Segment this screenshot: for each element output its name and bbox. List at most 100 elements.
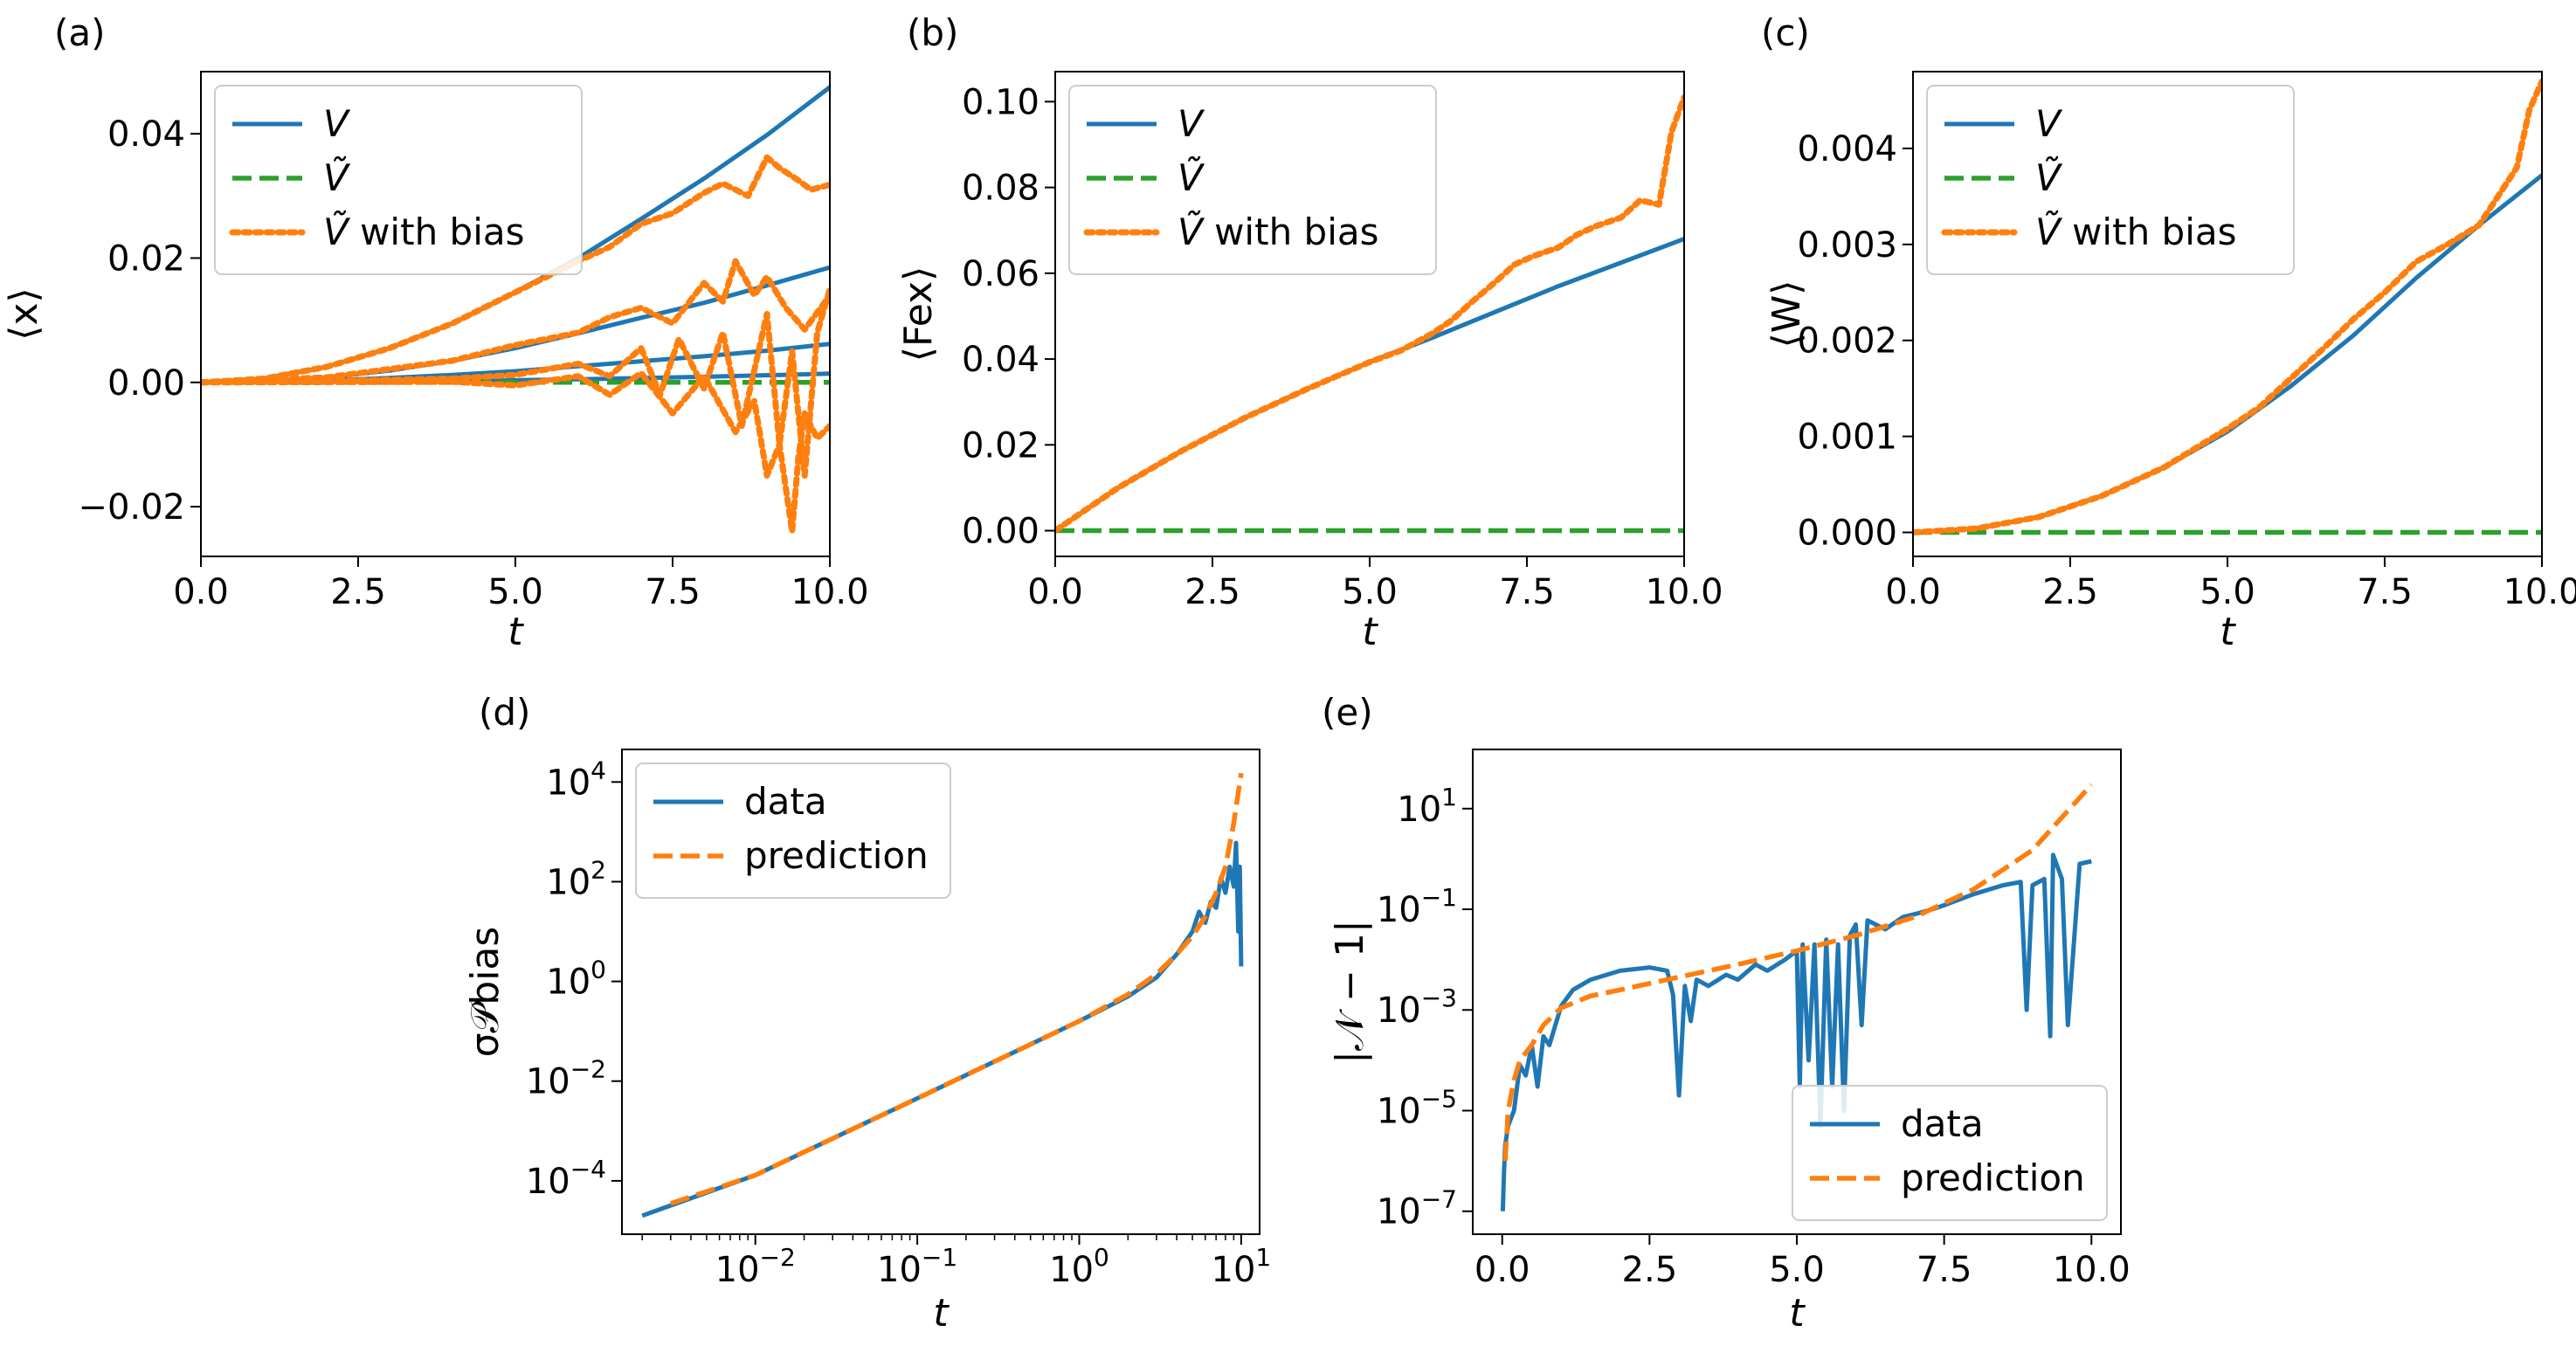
x-tick-label: 7.5 xyxy=(2357,572,2413,612)
series-data-0 xyxy=(641,840,1244,1218)
series-prediction-1 xyxy=(669,772,1244,1206)
legend-label: data xyxy=(744,780,827,823)
legend-box xyxy=(1068,85,1437,275)
x-tick-label: 7.5 xyxy=(1916,1250,1972,1290)
plot-area xyxy=(1913,78,2542,535)
legend-label: Ṽ with bias xyxy=(323,210,525,253)
panel-label-a: (a) xyxy=(54,11,106,54)
x-axis-label: t xyxy=(1362,610,1378,654)
y-tick-label: 0.02 xyxy=(107,238,185,279)
y-axis-label: σ𝒫bias xyxy=(463,927,508,1058)
y-tick-label: 0.04 xyxy=(962,340,1039,380)
legend-label: V xyxy=(2035,102,2063,145)
x-tick-label: 5.0 xyxy=(487,572,543,612)
legend-label: prediction xyxy=(744,834,929,877)
x-tick-label: 2.5 xyxy=(1622,1250,1678,1290)
y-axis-label: ⟨Fex⟩ xyxy=(896,266,941,362)
series-line xyxy=(669,772,1244,1206)
x-tick-label: 0.0 xyxy=(1027,572,1083,612)
series-line xyxy=(1913,78,2542,535)
x-axis-label: t xyxy=(508,610,524,654)
x-tick-label: 2.5 xyxy=(1184,572,1240,612)
x-tick-label: 0.0 xyxy=(1885,572,1941,612)
x-tick-label: 10−1 xyxy=(877,1243,957,1290)
legend-label: Ṽ with bias xyxy=(1178,210,1379,253)
series-prediction-1 xyxy=(1502,783,2094,1162)
y-tick-label: 10−3 xyxy=(1377,984,1457,1031)
x-tick-label: 7.5 xyxy=(1499,572,1555,612)
x-tick-label: 0.0 xyxy=(1474,1250,1530,1290)
y-tick-label: 0.000 xyxy=(1797,514,1897,554)
x-axis-label: t xyxy=(933,1291,950,1336)
legend: VṼ Ṽ with bias xyxy=(1926,85,2295,275)
legend-box xyxy=(214,85,583,275)
legend-label: prediction xyxy=(1901,1156,2085,1199)
y-tick-label: 0.04 xyxy=(107,114,185,155)
plot-area xyxy=(201,85,830,535)
y-axis-label: ⟨x⟩ xyxy=(2,287,46,340)
series--with-bias-2 xyxy=(201,154,830,535)
y-tick-label: 0.002 xyxy=(1797,321,1897,362)
legend-label: data xyxy=(1901,1102,1984,1145)
chart-panel-c: 0.0 2.5 5.0 7.5 10.0 0.000 0.001 0.002 0.003 0.00… xyxy=(1765,71,2576,654)
x-tick-label: 5.0 xyxy=(2200,572,2255,612)
series--with-bias-2 xyxy=(1055,94,1684,534)
series-line xyxy=(201,258,830,386)
y-tick-label: 102 xyxy=(546,855,606,902)
y-tick-label: 0.004 xyxy=(1797,129,1897,169)
x-tick-label: 0.0 xyxy=(173,572,229,612)
x-tick-label: 5.0 xyxy=(1769,1250,1825,1290)
x-axis-label: t xyxy=(2220,610,2236,654)
series-line xyxy=(641,840,1244,1218)
x-tick-label: 2.5 xyxy=(330,572,386,612)
x-tick-label: 2.5 xyxy=(2042,572,2098,612)
legend: data prediction xyxy=(1792,1085,2108,1221)
x-tick-label: 100 xyxy=(1049,1243,1109,1290)
legend-box xyxy=(635,763,951,899)
panel-label-b: (b) xyxy=(907,11,958,54)
y-tick-label: 0.08 xyxy=(962,169,1039,209)
y-tick-label: 0.00 xyxy=(962,512,1039,552)
series-line xyxy=(201,286,830,479)
x-tick-label: 7.5 xyxy=(645,572,701,612)
plot-area xyxy=(1055,94,1684,534)
legend-label: Ṽ xyxy=(2035,155,2063,199)
x-tick-label: 10−2 xyxy=(715,1243,796,1290)
y-tick-label: 0.06 xyxy=(962,254,1039,294)
x-tick-label: 10.0 xyxy=(2053,1250,2131,1290)
legend: data prediction xyxy=(635,763,951,899)
y-tick-label: 0.10 xyxy=(962,82,1039,122)
legend-label: V xyxy=(323,102,351,145)
y-tick-label: 0.001 xyxy=(1797,418,1897,458)
chart-panel-b: 0.0 2.5 5.0 7.5 10.0 0.00 0.02 0.04 0.06 0.08 0.10… xyxy=(896,71,1723,654)
chart-panel-d: 10−2 10−1 100 101 10−4 10−2 100 102 104 t σ𝒫bias da… xyxy=(463,749,1271,1336)
panel-label-d: (d) xyxy=(479,691,530,734)
legend-label: V xyxy=(1178,102,1205,145)
chart-panel-e: 0.0 2.5 5.0 7.5 10.0 10−7 10−5 10−3 10−1 101 t |𝒩 −… xyxy=(1328,749,2131,1336)
legend-label: Ṽ xyxy=(1178,155,1205,199)
x-axis-label: t xyxy=(1789,1291,1806,1336)
series-line xyxy=(1055,237,1684,533)
y-axis-label: ⟨W⟩ xyxy=(1765,280,1809,349)
y-tick-label: 0.02 xyxy=(962,425,1039,466)
x-tick-label: 10.0 xyxy=(791,572,868,612)
y-tick-label: 10−4 xyxy=(526,1155,606,1202)
y-tick-label: 10−7 xyxy=(1377,1185,1457,1232)
series-line xyxy=(201,154,830,386)
y-tick-label: 10−5 xyxy=(1377,1084,1457,1131)
y-tick-label: 100 xyxy=(546,956,606,1003)
series-line xyxy=(1502,783,2094,1162)
series-line xyxy=(1055,94,1684,534)
x-tick-label: 10.0 xyxy=(1645,572,1723,612)
series--with-bias-2 xyxy=(1913,78,2542,535)
y-tick-label: 104 xyxy=(546,756,606,803)
legend: VṼ Ṽ with bias xyxy=(1068,85,1437,275)
series-line xyxy=(201,369,830,535)
y-tick-label: 10−1 xyxy=(1377,883,1457,930)
x-tick-label: 101 xyxy=(1212,1243,1272,1290)
series-line xyxy=(201,265,830,385)
legend-box xyxy=(1926,85,2295,275)
legend-box xyxy=(1792,1085,2108,1221)
legend-label: Ṽ xyxy=(323,155,351,199)
